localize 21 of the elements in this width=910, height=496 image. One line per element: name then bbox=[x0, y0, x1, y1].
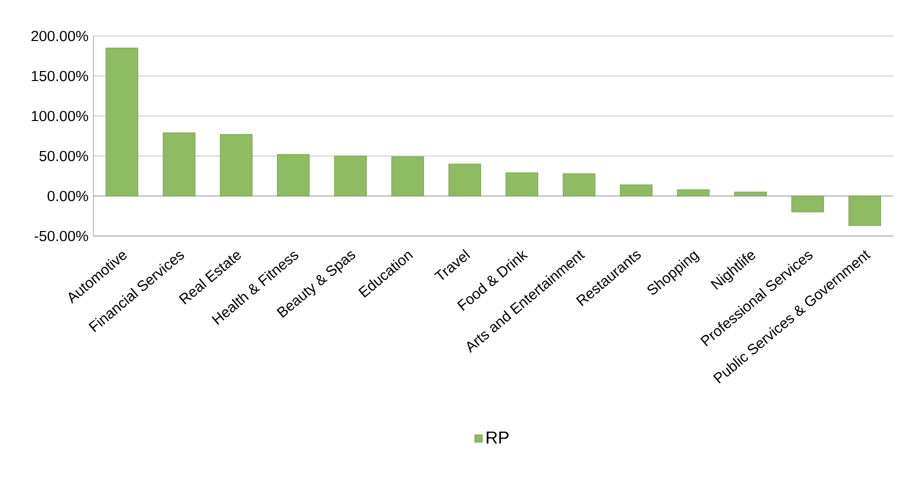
y-tick-label: 150.00% bbox=[32, 70, 88, 82]
bar bbox=[848, 196, 882, 226]
y-tick-label: 100.00% bbox=[32, 110, 88, 122]
bar bbox=[334, 156, 367, 196]
bar bbox=[734, 192, 767, 196]
y-tick-label: -50.00% bbox=[34, 230, 88, 242]
y-tick-label: 200.00% bbox=[31, 30, 88, 42]
bar bbox=[448, 164, 482, 196]
bar bbox=[620, 184, 652, 196]
y-tick-label: 0.00% bbox=[48, 190, 88, 202]
bar bbox=[391, 156, 424, 196]
legend-label: RP bbox=[486, 432, 509, 444]
bar bbox=[220, 134, 252, 196]
bar bbox=[162, 132, 196, 196]
bar bbox=[106, 48, 138, 196]
bar bbox=[677, 189, 710, 196]
y-tick-label: 50.00% bbox=[39, 150, 88, 162]
bar bbox=[277, 154, 310, 196]
bar bbox=[791, 196, 824, 212]
bar bbox=[506, 172, 538, 196]
bar bbox=[562, 173, 596, 196]
